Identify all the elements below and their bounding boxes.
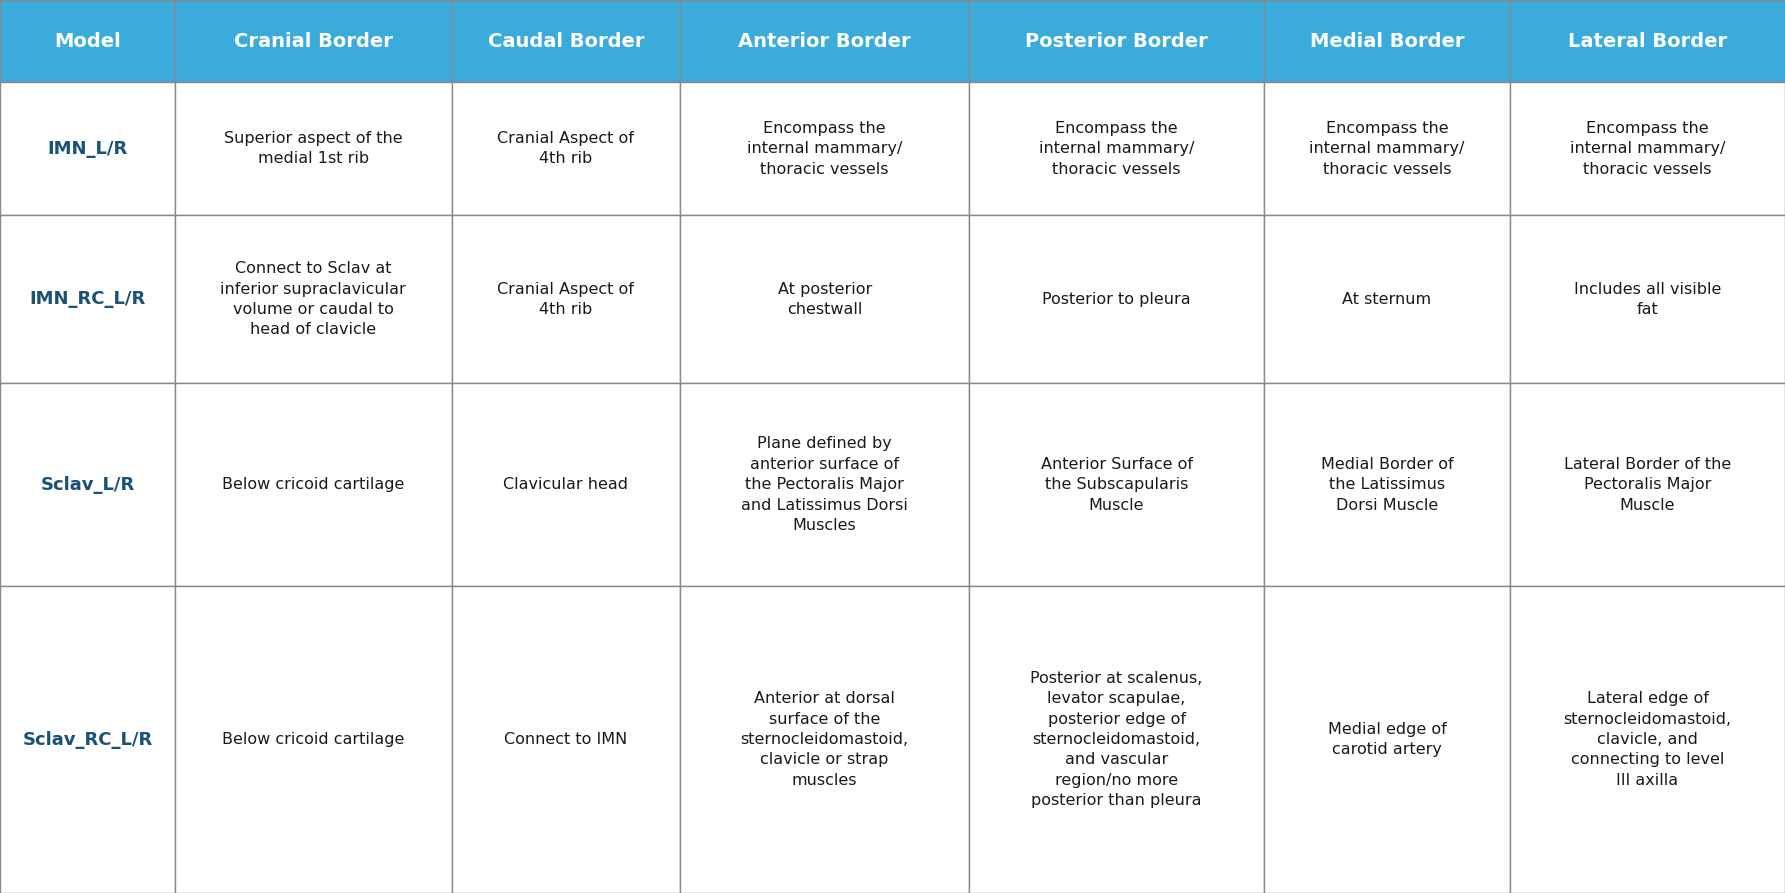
Bar bbox=[1510, 586, 1785, 893]
Text: At posterior
chestwall: At posterior chestwall bbox=[778, 281, 871, 317]
Text: Clavicular head: Clavicular head bbox=[503, 477, 628, 492]
Text: Lateral edge of
sternocleidomastoid,
clavicle, and
connecting to level
III axill: Lateral edge of sternocleidomastoid, cla… bbox=[1564, 691, 1731, 788]
Bar bbox=[1264, 82, 1510, 215]
Text: Encompass the
internal mammary/
thoracic vessels: Encompass the internal mammary/ thoracic… bbox=[1569, 121, 1726, 177]
Bar bbox=[0, 383, 175, 586]
Bar bbox=[680, 82, 969, 215]
Text: Below cricoid cartilage: Below cricoid cartilage bbox=[221, 732, 405, 747]
Bar bbox=[680, 586, 969, 893]
Text: IMN_L/R: IMN_L/R bbox=[48, 140, 127, 158]
Text: Includes all visible
fat: Includes all visible fat bbox=[1574, 281, 1721, 317]
Text: Connect to Sclav at
inferior supraclavicular
volume or caudal to
head of clavicl: Connect to Sclav at inferior supraclavic… bbox=[220, 262, 407, 338]
Text: Plane defined by
anterior surface of
the Pectoralis Major
and Latissimus Dorsi
M: Plane defined by anterior surface of the… bbox=[741, 437, 909, 533]
Text: Posterior Border: Posterior Border bbox=[1025, 31, 1208, 51]
Bar bbox=[1510, 0, 1785, 82]
Text: Cranial Border: Cranial Border bbox=[234, 31, 393, 51]
Text: Anterior at dorsal
surface of the
sternocleidomastoid,
clavicle or strap
muscles: Anterior at dorsal surface of the sterno… bbox=[741, 691, 909, 788]
Bar bbox=[1264, 215, 1510, 383]
Bar bbox=[0, 586, 175, 893]
Bar bbox=[1264, 0, 1510, 82]
Bar bbox=[175, 82, 452, 215]
Text: Posterior at scalenus,
levator scapulae,
posterior edge of
sternocleidomastoid,
: Posterior at scalenus, levator scapulae,… bbox=[1030, 671, 1203, 808]
Bar bbox=[1264, 586, 1510, 893]
Bar bbox=[1264, 383, 1510, 586]
Text: Medial Border of
the Latissimus
Dorsi Muscle: Medial Border of the Latissimus Dorsi Mu… bbox=[1321, 457, 1453, 513]
Bar bbox=[0, 82, 175, 215]
Text: Medial Border: Medial Border bbox=[1310, 31, 1464, 51]
Text: Sclav_L/R: Sclav_L/R bbox=[41, 476, 134, 494]
Text: Sclav_RC_L/R: Sclav_RC_L/R bbox=[23, 730, 152, 748]
Text: Anterior Border: Anterior Border bbox=[739, 31, 910, 51]
Bar bbox=[175, 383, 452, 586]
Bar bbox=[680, 383, 969, 586]
Bar bbox=[680, 0, 969, 82]
Text: Cranial Aspect of
4th rib: Cranial Aspect of 4th rib bbox=[498, 131, 634, 166]
Bar bbox=[0, 215, 175, 383]
Bar bbox=[969, 215, 1264, 383]
Bar bbox=[175, 0, 452, 82]
Text: Medial edge of
carotid artery: Medial edge of carotid artery bbox=[1328, 722, 1446, 757]
Text: At sternum: At sternum bbox=[1342, 292, 1432, 307]
Text: Caudal Border: Caudal Border bbox=[487, 31, 644, 51]
Bar bbox=[175, 586, 452, 893]
Bar bbox=[0, 0, 175, 82]
Bar bbox=[969, 383, 1264, 586]
Bar bbox=[452, 586, 680, 893]
Text: Connect to IMN: Connect to IMN bbox=[503, 732, 628, 747]
Text: Cranial Aspect of
4th rib: Cranial Aspect of 4th rib bbox=[498, 281, 634, 317]
Text: Superior aspect of the
medial 1st rib: Superior aspect of the medial 1st rib bbox=[223, 131, 403, 166]
Text: Model: Model bbox=[54, 31, 121, 51]
Text: Encompass the
internal mammary/
thoracic vessels: Encompass the internal mammary/ thoracic… bbox=[1039, 121, 1194, 177]
Text: Lateral Border: Lateral Border bbox=[1567, 31, 1728, 51]
Bar bbox=[1510, 82, 1785, 215]
Bar bbox=[1510, 215, 1785, 383]
Text: Lateral Border of the
Pectoralis Major
Muscle: Lateral Border of the Pectoralis Major M… bbox=[1564, 457, 1731, 513]
Bar bbox=[175, 215, 452, 383]
Text: Encompass the
internal mammary/
thoracic vessels: Encompass the internal mammary/ thoracic… bbox=[1308, 121, 1465, 177]
Bar bbox=[452, 82, 680, 215]
Bar bbox=[1510, 383, 1785, 586]
Text: Encompass the
internal mammary/
thoracic vessels: Encompass the internal mammary/ thoracic… bbox=[746, 121, 903, 177]
Bar bbox=[680, 215, 969, 383]
Bar bbox=[452, 0, 680, 82]
Bar bbox=[969, 586, 1264, 893]
Bar bbox=[969, 0, 1264, 82]
Text: Anterior Surface of
the Subscapularis
Muscle: Anterior Surface of the Subscapularis Mu… bbox=[1041, 457, 1192, 513]
Bar bbox=[452, 383, 680, 586]
Text: IMN_RC_L/R: IMN_RC_L/R bbox=[29, 290, 146, 308]
Text: Posterior to pleura: Posterior to pleura bbox=[1042, 292, 1191, 307]
Text: Below cricoid cartilage: Below cricoid cartilage bbox=[221, 477, 405, 492]
Bar bbox=[452, 215, 680, 383]
Bar bbox=[969, 82, 1264, 215]
